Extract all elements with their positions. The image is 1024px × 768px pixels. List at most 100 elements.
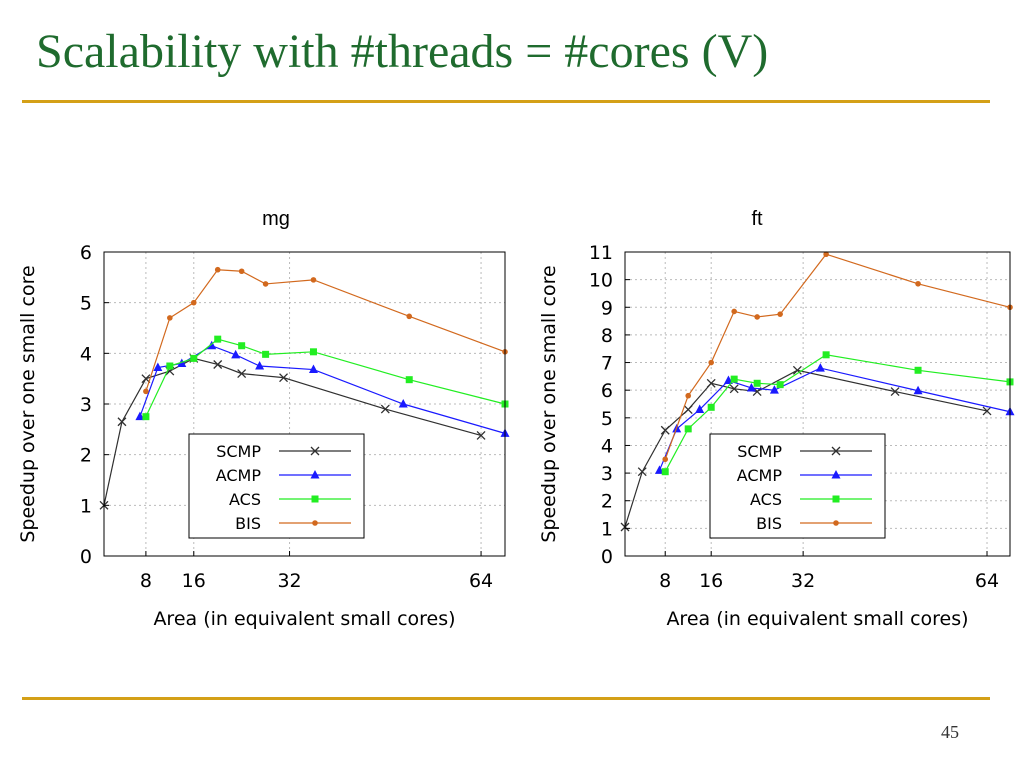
series-layer <box>99 266 510 510</box>
y-tick-label: 4 <box>80 343 92 365</box>
data-point <box>406 313 413 320</box>
data-point <box>405 376 413 384</box>
x-tick-label: 16 <box>699 570 723 592</box>
y-tick-label: 2 <box>601 491 613 513</box>
data-point <box>769 385 779 394</box>
legend-label: BIS <box>235 514 261 533</box>
y-tick-label: 6 <box>80 242 92 264</box>
x-tick-label: 32 <box>277 570 301 592</box>
data-point <box>982 406 992 416</box>
x-axis-label: Area (in equivalent small cores) <box>666 608 968 630</box>
series-acs <box>142 335 509 421</box>
x-tick-label: 8 <box>659 570 671 592</box>
chart-title: ft <box>751 208 763 230</box>
data-point <box>207 340 217 350</box>
legend-label: ACMP <box>216 466 262 485</box>
data-point <box>135 411 145 421</box>
legend-label: BIS <box>756 514 782 533</box>
series-line <box>145 269 506 392</box>
x-tick-label: 8 <box>140 570 152 592</box>
data-point <box>731 308 737 315</box>
chart-mg: mg 0 1 2 3 4 5 6 8 16 32 64 Area (in equivalent sm… <box>17 195 515 635</box>
series-line <box>145 338 506 417</box>
y-tick-label: 0 <box>80 546 92 568</box>
chart-ft-svg: ft 0 1 2 3 4 5 6 7 8 9 10 11 8 16 32 64 Area (in equiva… <box>538 208 1015 630</box>
data-point <box>815 363 825 372</box>
data-point <box>914 366 922 374</box>
y-tick-label: 7 <box>601 353 613 375</box>
data-point <box>661 468 669 476</box>
y-tick-label: 3 <box>601 463 613 485</box>
data-point <box>167 315 173 321</box>
bottom-divider <box>22 697 990 700</box>
y-axis-label: Speedup over one small core <box>17 265 39 542</box>
data-point <box>695 404 705 414</box>
data-point <box>190 354 198 362</box>
y-tick-label: 1 <box>601 518 613 540</box>
chart-ft: ft 0 1 2 3 4 5 6 7 8 9 10 11 8 16 32 64 Area (in equiva… <box>525 195 1020 635</box>
y-tick-label: 2 <box>80 445 92 467</box>
data-point <box>685 392 692 399</box>
x-axis-label: Area (in equivalent small cores) <box>153 608 455 630</box>
data-point <box>142 413 150 421</box>
data-point <box>476 430 486 440</box>
y-tick-label: 0 <box>601 546 613 568</box>
legend-label: ACS <box>229 490 261 509</box>
y-tick-label: 5 <box>80 293 92 315</box>
data-point <box>190 299 197 306</box>
data-point <box>214 335 222 343</box>
data-point <box>255 361 265 370</box>
y-tick-label: 4 <box>601 435 613 457</box>
data-point <box>143 388 149 395</box>
ticks: 0 1 2 3 4 5 6 8 16 32 64 <box>80 242 493 592</box>
series-bis <box>143 266 508 395</box>
data-point <box>660 425 670 435</box>
legend-label: ACS <box>750 490 782 509</box>
data-point <box>707 403 715 411</box>
y-tick-label: 10 <box>589 270 613 292</box>
y-tick-label: 11 <box>589 242 613 264</box>
series-line <box>103 357 482 506</box>
legend-marker <box>310 446 320 456</box>
legend-label: ACMP <box>737 466 783 485</box>
legend-marker <box>311 495 319 503</box>
data-point <box>262 281 269 287</box>
data-point <box>308 364 318 374</box>
slide-title: Scalability with #threads = #cores (V) <box>36 25 769 78</box>
legend-marker <box>310 470 320 479</box>
page-number: 45 <box>941 722 959 742</box>
y-tick-label: 6 <box>601 380 613 402</box>
ticks: 0 1 2 3 4 5 6 7 8 9 10 11 8 16 32 64 <box>589 242 999 592</box>
data-point <box>398 399 408 408</box>
data-point <box>238 342 246 350</box>
y-tick-label: 3 <box>80 394 92 416</box>
legend-marker <box>833 520 839 526</box>
chart-title: mg <box>262 208 290 230</box>
legend-marker <box>831 470 841 479</box>
data-point <box>913 385 923 395</box>
data-point <box>153 362 163 372</box>
series-acmp <box>135 340 510 437</box>
data-point <box>380 404 390 414</box>
data-point <box>214 266 221 273</box>
data-point <box>637 467 647 477</box>
legend-marker <box>312 520 318 526</box>
data-point <box>777 311 783 317</box>
y-axis-label: Speedup over one small core <box>538 265 560 542</box>
top-divider <box>22 100 990 103</box>
data-point <box>237 369 247 379</box>
y-tick-label: 5 <box>601 408 613 430</box>
legend-label: SCMP <box>216 442 261 461</box>
data-point <box>822 351 830 359</box>
data-point <box>662 456 669 463</box>
data-point <box>684 425 692 433</box>
data-point <box>823 251 829 258</box>
data-point <box>166 362 174 370</box>
data-point <box>753 379 761 387</box>
data-point <box>754 314 760 320</box>
data-point <box>730 375 738 383</box>
y-tick-label: 9 <box>601 297 613 319</box>
y-tick-label: 1 <box>80 495 92 517</box>
data-point <box>279 373 289 383</box>
data-point <box>776 381 784 389</box>
